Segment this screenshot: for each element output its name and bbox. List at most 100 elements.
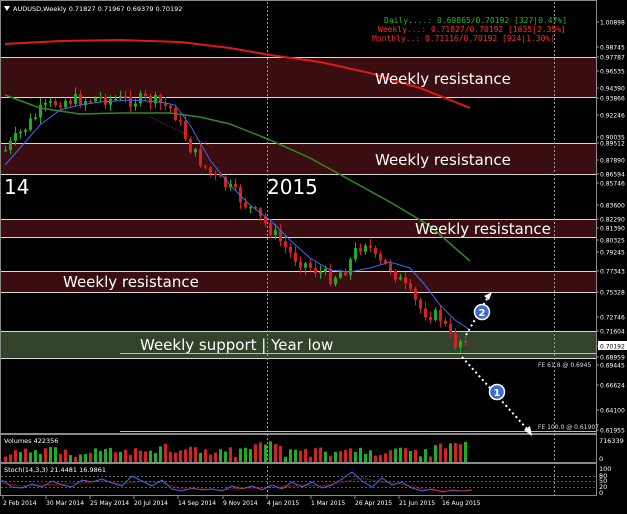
- price-tick-label: 0.83600: [600, 203, 625, 210]
- time-tick-label: 4 Jan 2015: [267, 500, 299, 507]
- candle: [419, 297, 422, 314]
- volume-bar: [294, 449, 297, 462]
- marker-1-label: 1: [494, 388, 501, 399]
- candle: [234, 178, 237, 191]
- trendline-dotted: [149, 116, 216, 149]
- volume-bar: [224, 451, 227, 462]
- volume-bar: [289, 449, 292, 462]
- candle: [94, 96, 97, 103]
- candle: [344, 268, 347, 277]
- candle: [394, 269, 397, 283]
- volume-bar: [429, 456, 432, 462]
- price-tick-label: 0.85746: [600, 181, 625, 188]
- info-daily: Daily....: 0.69865/0.70192 [327|0.47%]: [384, 16, 567, 25]
- stoch-panel-frame: [0, 463, 597, 496]
- candle: [194, 148, 197, 157]
- time-tick-label: 1 Mar 2015: [311, 500, 345, 507]
- projection-down-arrow-icon: [524, 426, 532, 436]
- time-tick-label: 21 Jun 2015: [399, 500, 435, 507]
- candle: [304, 261, 307, 275]
- volume-bar: [419, 456, 422, 462]
- marker-2-label: 2: [479, 308, 486, 319]
- candle: [329, 263, 332, 287]
- volume-bar: [414, 449, 417, 462]
- volume-bar: [354, 451, 357, 462]
- price-tick-label: 0.89512: [600, 141, 625, 148]
- candle: [24, 128, 27, 136]
- price-tick-label: 0.68959: [600, 355, 625, 362]
- candle: [244, 197, 247, 210]
- time-tick-label: 26 Apr 2015: [355, 500, 392, 507]
- volume-bar: [44, 448, 47, 462]
- volume-bar: [259, 442, 262, 462]
- candle: [404, 271, 407, 290]
- candle: [269, 218, 272, 239]
- volume-bar: [394, 448, 397, 462]
- price-tick-label: 0.86594: [600, 172, 625, 179]
- fe618-label: FE 61.8 @ 0.6945: [538, 362, 592, 369]
- stoch-signal: [1, 477, 473, 492]
- volume-bar: [154, 452, 157, 462]
- volume-bar: [219, 449, 222, 462]
- volume-bar: [104, 448, 107, 462]
- marker-2[interactable]: 2: [473, 303, 491, 321]
- chart-menu-triangle-icon[interactable]: [4, 6, 10, 11]
- main-panel-frame: [0, 0, 597, 434]
- candle: [209, 166, 212, 177]
- price-tick-label: 0.87890: [600, 158, 625, 165]
- candle: [14, 126, 17, 146]
- candle: [129, 90, 132, 113]
- volume-bar: [14, 450, 17, 462]
- volume-bar: [189, 446, 192, 462]
- volume-bar: [454, 443, 457, 462]
- volume-bar: [249, 449, 252, 462]
- volume-bar: [364, 453, 367, 462]
- candle: [69, 97, 72, 107]
- marker-1[interactable]: 1: [488, 383, 506, 401]
- candle: [99, 91, 102, 103]
- info-weekly: Weekly...: 0.71827/0.70192 [1635|2.35%]: [378, 25, 566, 34]
- candle: [364, 243, 367, 255]
- volume-bar: [369, 450, 372, 462]
- volume-bar: [379, 455, 382, 462]
- volume-bar: [19, 452, 22, 462]
- zone-label-5: Weekly support | Year low: [140, 336, 333, 354]
- chart-header: AUDUSD,Weekly 0.71827 0.71967 0.69379 0.…: [13, 5, 182, 13]
- candle: [259, 206, 262, 221]
- candle: [379, 250, 382, 265]
- price-axis[interactable]: 1.00898 0.98745 0.97787 0.96535 0.94390 0.938…: [596, 20, 627, 435]
- candle: [354, 242, 357, 263]
- volume-bar: [374, 455, 377, 462]
- candle: [464, 336, 467, 346]
- candle: [314, 262, 317, 278]
- projection-up-arrow-icon: [484, 292, 492, 300]
- volume-bar: [139, 450, 142, 462]
- candle: [399, 273, 402, 281]
- candle: [249, 205, 252, 214]
- volume-bar: [194, 447, 197, 462]
- candle: [279, 223, 282, 247]
- time-tick-label: 16 Aug 2015: [442, 500, 481, 507]
- volume-bar: [444, 448, 447, 462]
- stoch-levels: [1, 476, 596, 488]
- volume-bar: [274, 444, 277, 462]
- resistance-zone-2: [1, 143, 596, 174]
- volume-bar: [59, 454, 62, 462]
- volume-panel-frame: [0, 434, 597, 463]
- resistance-zone-4: [1, 271, 596, 292]
- year-label-2015: 2015: [267, 175, 318, 199]
- volume-bar: [339, 451, 342, 462]
- zone-label-4: Weekly resistance: [63, 273, 199, 291]
- candle: [299, 256, 302, 274]
- stoch-axis-50: 50: [599, 477, 607, 485]
- time-tick-label: 30 Mar 2014: [46, 500, 84, 507]
- volume-bar: [464, 441, 467, 462]
- year-label-2014: 14: [4, 175, 29, 199]
- volume-bar: [39, 454, 42, 462]
- volume-bar: [54, 447, 57, 462]
- volume-bar: [174, 452, 177, 462]
- stoch-label: Stoch(14,3,3) 21.4481 16.9861: [4, 466, 106, 474]
- volume-axis-zero: 0: [599, 455, 603, 463]
- volume-bar: [49, 447, 52, 462]
